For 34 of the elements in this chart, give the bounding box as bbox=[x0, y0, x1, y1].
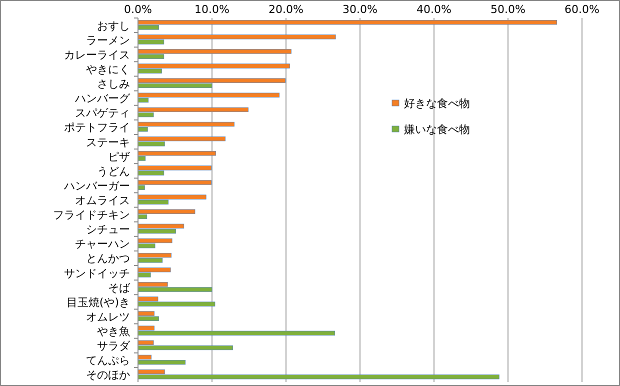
y-tick-label: ポテトフライ bbox=[64, 121, 130, 134]
y-tick-label: ラーメン bbox=[86, 34, 130, 47]
x-tick-label: 60.0% bbox=[564, 3, 600, 16]
y-tick-label: やきにく bbox=[86, 62, 130, 76]
x-tick-label: 50.0% bbox=[490, 3, 526, 16]
y-tick-label: シチュー bbox=[86, 223, 130, 236]
x-tick-label: 30.0% bbox=[342, 3, 378, 16]
y-tick-label: さしみ bbox=[97, 78, 130, 91]
y-tick-label: うどん bbox=[97, 164, 130, 178]
y-tick-label: ステーキ bbox=[86, 136, 130, 149]
x-tick-label: 20.0% bbox=[268, 3, 304, 16]
y-tick-label: チャーハン bbox=[75, 238, 130, 251]
y-tick-label: ハンバーガー bbox=[63, 179, 130, 192]
y-tick-label: そば bbox=[108, 281, 131, 294]
y-tick-label: サラダ bbox=[97, 340, 131, 353]
y-tick-label: カレーライス bbox=[64, 48, 130, 62]
legend-label: 好きな食べ物 bbox=[404, 97, 470, 110]
y-tick-label: オムレツ bbox=[86, 310, 130, 324]
y-tick-label: 目玉焼(や)き bbox=[66, 296, 130, 309]
x-tick-label: 10.0% bbox=[194, 3, 230, 16]
y-tick-label: スパゲティ bbox=[75, 106, 130, 120]
x-tick-label: 0.0% bbox=[124, 3, 152, 16]
x-tick-label: 40.0% bbox=[416, 3, 452, 16]
y-tick-label: ピザ bbox=[108, 150, 130, 164]
y-tick-label: てんぷら bbox=[86, 354, 130, 368]
y-tick-label: サンドイッチ bbox=[64, 266, 130, 280]
legend-label: 嫌いな食べ物 bbox=[404, 123, 470, 136]
y-tick-label: ハンバーグ bbox=[74, 92, 131, 106]
y-tick-label: おすし bbox=[97, 19, 130, 32]
y-tick-label: そのほか bbox=[86, 368, 130, 382]
y-tick-label: フライドチキン bbox=[53, 208, 130, 222]
y-tick-label: とんかつ bbox=[86, 252, 130, 266]
y-tick-label: オムライス bbox=[75, 194, 130, 207]
y-tick-label: やき魚 bbox=[97, 325, 130, 338]
